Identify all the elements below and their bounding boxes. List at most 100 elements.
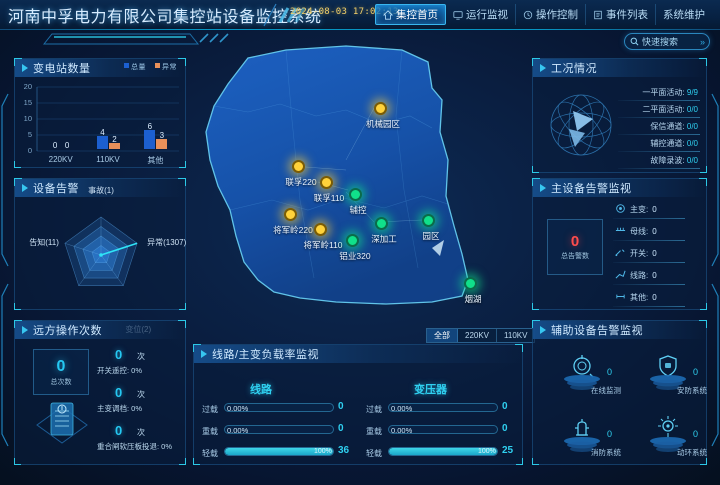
panel-header-substation-count: 变电站数量 总量 异常 <box>15 59 185 77</box>
main-alarm-divider <box>613 306 685 307</box>
panel-header-work-condition: 工况情况 <box>533 59 706 77</box>
main-alarm-row-label: 母线: <box>630 227 649 236</box>
nav-item-monitor[interactable]: 运行监视 <box>446 4 516 25</box>
app-header: 河南中孚电力有限公司集控站设备监控系统 2024-08-03 17:02:13 … <box>0 0 720 45</box>
main-alarm-row-value: 0 <box>652 205 657 214</box>
map-marker-dot-yellow[interactable] <box>314 223 327 236</box>
map-marker-dot-yellow[interactable] <box>320 176 333 189</box>
list-icon <box>594 10 602 19</box>
map-marker-dot-yellow[interactable] <box>374 102 387 115</box>
main-nav: 集控首页 运行监视 操作控制 事件列表 系统维护 <box>375 4 712 25</box>
map-marker-dot-green[interactable] <box>464 277 477 290</box>
nav-label-control: 操作控制 <box>536 9 578 21</box>
quick-search-label: 快速搜索 <box>642 37 679 47</box>
panel-header-main-alarm: 主设备告警监视 <box>533 179 706 197</box>
remote-ops-value: 0 <box>115 385 123 400</box>
main-alarm-row-label: 开关: <box>630 249 649 258</box>
map-marker-dot-green[interactable] <box>375 217 388 230</box>
aux-pedestal-decoration <box>646 437 690 453</box>
panel-title-main-alarm: 主设备告警监视 <box>551 183 632 195</box>
panel-header-remote-ops: 远方操作次数 <box>15 321 185 339</box>
work-condition-divider <box>618 168 700 169</box>
remote-ops-total-label: 总次数 <box>50 378 72 386</box>
legend-item-total: 总量 <box>124 62 146 72</box>
panel-title-aux-alarm: 辅助设备告警监视 <box>551 325 643 337</box>
bar-总量[interactable] <box>97 136 108 149</box>
main-alarm-row-label: 主变: <box>630 205 649 214</box>
work-condition-label: 保信通道: <box>650 122 685 131</box>
map-region-shape <box>205 45 469 305</box>
nav-item-control[interactable]: 操作控制 <box>516 4 586 25</box>
bar-异常[interactable] <box>109 142 120 149</box>
kv-filter-all[interactable]: 全部 <box>427 329 458 342</box>
aux-alarm-label: 动环系统 <box>677 448 707 457</box>
main-alarm-divider <box>613 218 685 219</box>
load-rate-row-label: 轻载 <box>202 449 218 458</box>
radar-axis-label: 告知(11) <box>29 238 59 248</box>
map-marker-label: 园区 <box>422 231 440 241</box>
nav-item-events[interactable]: 事件列表 <box>586 4 656 25</box>
right-frame-decoration <box>711 93 719 447</box>
map-marker-dot-green[interactable] <box>349 188 362 201</box>
aux-pedestal-decoration <box>560 437 604 453</box>
aux-pedestal-decoration <box>560 375 604 391</box>
环境-gauge-icon <box>655 415 681 441</box>
remote-ops-label: 主变调档: 0% <box>97 404 143 413</box>
transformer-icon <box>615 203 626 216</box>
map-marker-dot-yellow[interactable] <box>292 160 305 173</box>
work-condition-divider <box>618 117 700 118</box>
aux-alarm-body: 0 在线监测 0 安防系统 0 消防系统 0 动环系统 <box>533 339 707 464</box>
radar-chart-body: 事故(1)异常(1307)变位(2)越限(0)告知(11) <box>15 186 186 334</box>
fire-hydrant-icon <box>569 415 595 441</box>
main-alarm-divider <box>613 240 685 241</box>
bar-category-label: 其他 <box>147 156 164 165</box>
bar-value-label: 0 <box>52 141 58 150</box>
aux-alarm-cell[interactable]: 0 动环系统 <box>641 415 711 461</box>
triangle-icon <box>201 350 207 358</box>
work-condition-row: 辅控通道: 0/0 <box>650 138 698 149</box>
bar-chart-ytick: 0 <box>27 146 32 155</box>
system-title: 河南中孚电力有限公司集控站设备监控系统 <box>8 9 322 26</box>
quick-search-button[interactable]: 快速搜索 » <box>624 33 710 50</box>
triangle-icon <box>22 326 28 334</box>
remote-ops-value: 0 <box>115 423 123 438</box>
main-alarm-total-box: 0 总告警数 <box>547 219 603 275</box>
nav-label-home: 集控首页 <box>396 9 438 21</box>
busbar-icon <box>615 225 626 238</box>
load-rate-count: 0 <box>502 423 508 434</box>
load-rate-row-label: 过载 <box>202 405 218 414</box>
map-marker-dot-green[interactable] <box>422 214 435 227</box>
map-marker-label: 机械园区 <box>365 119 400 129</box>
nav-item-maintenance[interactable]: 系统维护 <box>656 4 712 25</box>
aux-alarm-cell[interactable]: 0 在线监测 <box>555 353 625 399</box>
map-marker-dot-yellow[interactable] <box>284 208 297 221</box>
work-condition-label: 辅控通道: <box>650 139 685 148</box>
globe-network-icon <box>550 94 612 156</box>
other-icon <box>615 291 626 304</box>
nav-label-monitor: 运行监视 <box>466 9 508 21</box>
load-rate-count: 36 <box>338 445 350 456</box>
triangle-icon <box>540 64 546 72</box>
work-condition-body: 一平面活动: 9/9 二平面活动: 0/0 保信通道: 0/0 辅控通道: 0/0 故障… <box>533 77 706 172</box>
kv-filter-220kv[interactable]: 220KV <box>458 329 498 342</box>
kv-filter-110kv[interactable]: 110KV <box>504 331 528 340</box>
bar-异常[interactable] <box>156 139 168 149</box>
load-rate-row-label: 轻载 <box>366 449 382 458</box>
station-map[interactable]: 机械园区 联孚220 联孚110 辅控 将军岭220 将军岭110 铝业320 深加工 园区 烟湖 <box>196 40 526 330</box>
aux-alarm-cell[interactable]: 0 安防系统 <box>641 353 711 399</box>
aux-alarm-cell[interactable]: 0 消防系统 <box>555 415 625 461</box>
main-alarm-row-label: 线路: <box>630 271 649 280</box>
nav-item-home[interactable]: 集控首页 <box>375 4 446 25</box>
panel-main-alarm: 主设备告警监视 0 总告警数 主变: 0 母线: 0 开关: 0 线路: 0 其他: 0 <box>532 178 707 310</box>
map-marker-dot-green[interactable] <box>346 234 359 247</box>
bar-category-label: 110KV <box>96 155 120 164</box>
bar-总量[interactable] <box>144 129 156 149</box>
remote-ops-label: 开关遥控: 0% <box>97 366 143 375</box>
load-rate-row-label: 过载 <box>366 405 382 414</box>
load-rate-progress-track <box>388 447 498 456</box>
load-rate-row-label: 重载 <box>366 427 382 436</box>
radar-chart-svg <box>64 216 138 286</box>
load-rate-progress-track <box>388 403 498 412</box>
panel-device-alarm: 设备告警 事故(1)异常(1307)变位(2)越限(0)告知(11) <box>14 178 186 334</box>
aux-alarm-label: 在线监测 <box>591 386 621 395</box>
